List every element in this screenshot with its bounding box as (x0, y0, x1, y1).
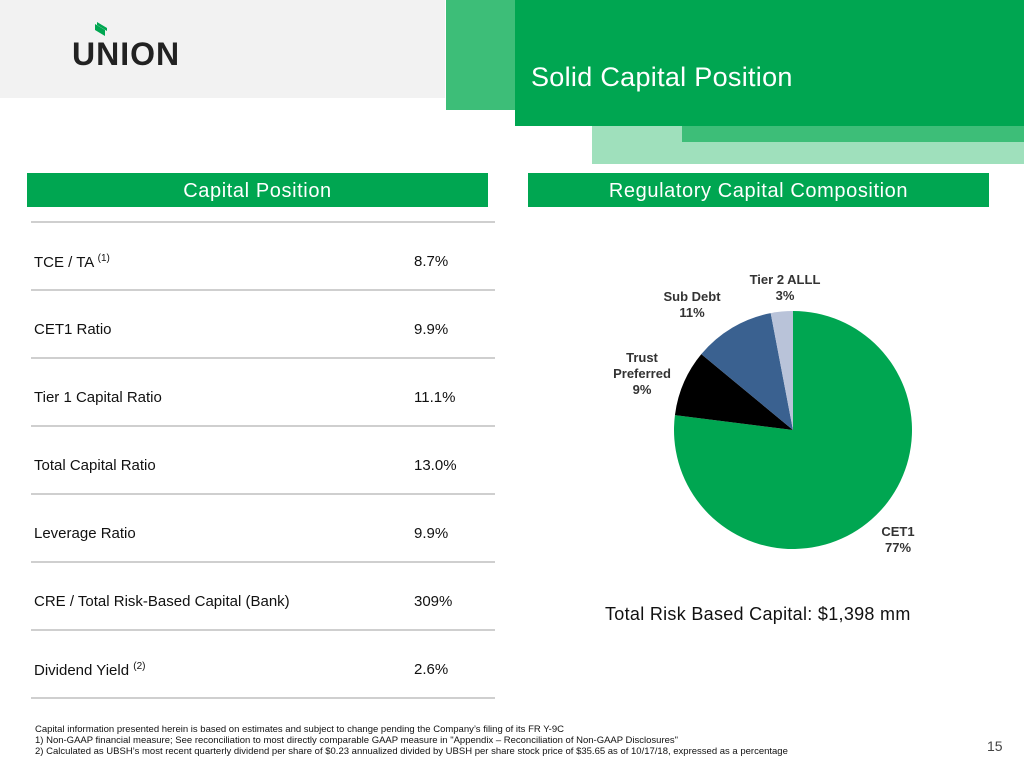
row-label: TCE / TA (34, 254, 94, 271)
footnote-line: 1) Non-GAAP financial measure; See recon… (35, 735, 679, 746)
pie-label-sub-debt: Sub Debt 11% (663, 289, 721, 320)
footnote-line: 2) Calculated as UBSH’s most recent quar… (35, 746, 788, 757)
row-value: 2.6% (414, 661, 449, 678)
composition-heading: Regulatory Capital Composition (528, 173, 989, 207)
row-label: Leverage Ratio (34, 525, 136, 542)
row-label: CRE / Total Risk-Based Capital (Bank) (34, 593, 290, 610)
row-label: Tier 1 Capital Ratio (34, 389, 162, 406)
total-risk-based-capital: Total Risk Based Capital: $1,398 mm (605, 604, 911, 624)
table-row: CET1 Ratio 9.9% (31, 289, 495, 357)
table-row: CRE / Total Risk-Based Capital (Bank) 30… (31, 561, 495, 629)
row-value: 9.9% (414, 525, 449, 542)
table-row: TCE / TA (1) 8.7% (31, 221, 495, 289)
union-leaf-icon (95, 22, 107, 36)
pie-slice-sub-debt (701, 313, 793, 430)
pie-slice-trust-preferred (674, 354, 793, 430)
table-row: Dividend Yield (2) 2.6% (31, 629, 495, 699)
row-label: Dividend Yield (34, 662, 130, 679)
row-value: 8.7% (414, 253, 449, 270)
row-label: CET1 Ratio (34, 321, 112, 338)
row-value: 13.0% (414, 457, 457, 474)
page-number: 15 (987, 738, 1003, 754)
footnotes: Capital information presented herein is … (35, 724, 788, 757)
row-label: Total Capital Ratio (34, 457, 156, 474)
capital-composition-pie-chart: CET1 77% Trust Preferred 9% Sub Debt 11% Tier 2… (613, 272, 915, 555)
pie-label-cet1: CET1 77% (881, 524, 914, 555)
row-value: 11.1% (414, 389, 456, 406)
table-row: Leverage Ratio 9.9% (31, 493, 495, 561)
footnote-ref: (2) (133, 661, 146, 672)
footnote-line: Capital information presented herein is … (35, 724, 564, 735)
pie-label-trust-preferred: Trust Preferred 9% (613, 350, 671, 397)
table-row: Total Capital Ratio 13.0% (31, 425, 495, 493)
company-logo: UNION (72, 36, 181, 72)
header-accent-left (446, 0, 516, 110)
capital-position-heading: Capital Position (27, 173, 488, 207)
page-title: Solid Capital Position (531, 62, 793, 92)
row-value: 9.9% (414, 321, 449, 338)
table-row: Tier 1 Capital Ratio 11.1% (31, 357, 495, 425)
header-title-panel (515, 0, 1024, 126)
row-value: 309% (414, 593, 453, 610)
pie-label-tier-2-alll: Tier 2 ALLL 3% (750, 272, 821, 303)
capital-position-table: TCE / TA (1) 8.7% CET1 Ratio 9.9% Tier 1… (31, 221, 495, 699)
header-logo-panel (0, 0, 445, 98)
pie-slice-tier-2-alll (770, 311, 793, 430)
footnote-ref: (1) (97, 253, 110, 264)
